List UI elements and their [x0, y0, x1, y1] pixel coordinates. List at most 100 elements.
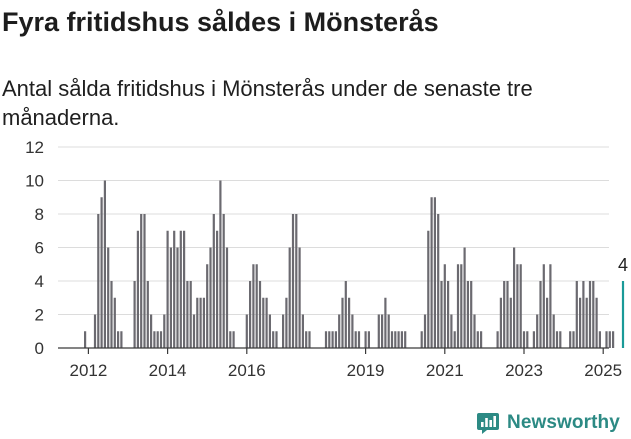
- bar: [572, 331, 575, 348]
- bar: [163, 314, 166, 348]
- x-tick-label: 2019: [347, 361, 385, 380]
- bar: [351, 314, 354, 348]
- bar: [592, 281, 595, 348]
- bar: [394, 331, 397, 348]
- bar: [216, 230, 219, 348]
- bar: [189, 281, 192, 348]
- bar: [103, 180, 106, 348]
- bar: [460, 264, 463, 348]
- bar: [176, 247, 179, 348]
- bar: [575, 281, 578, 348]
- bar: [377, 314, 380, 348]
- x-tick-label: 2012: [69, 361, 107, 380]
- y-tick-label: 2: [35, 306, 44, 325]
- bar: [179, 230, 182, 348]
- bar: [536, 314, 539, 348]
- bar: [476, 331, 479, 348]
- bar: [364, 331, 367, 348]
- bar: [555, 331, 559, 348]
- bar: [285, 297, 288, 348]
- bar: [569, 331, 572, 348]
- bar: [522, 331, 526, 348]
- bar: [506, 281, 509, 348]
- bar: [420, 331, 423, 348]
- bar: [229, 331, 232, 348]
- bar: [186, 281, 189, 348]
- bar: [341, 297, 344, 348]
- bar: [113, 297, 116, 348]
- x-tick-label: 2021: [426, 361, 464, 380]
- bar: [598, 331, 601, 348]
- chart-subtitle: Antal sålda fritidshus i Mönsterås under…: [2, 76, 533, 130]
- bar: [212, 214, 215, 348]
- bar: [295, 214, 298, 348]
- bar: [328, 331, 331, 348]
- bar: [552, 314, 555, 348]
- bar: [298, 247, 301, 348]
- bar: [222, 214, 225, 348]
- brand-name: Newsworthy: [507, 412, 620, 433]
- bar: [579, 297, 582, 348]
- bar: [232, 331, 235, 348]
- bar: [450, 314, 453, 348]
- bar: [470, 281, 473, 348]
- bar: [466, 281, 469, 348]
- bar: [150, 314, 153, 348]
- bar: [390, 331, 394, 348]
- bar: [196, 297, 199, 348]
- bar: [532, 331, 535, 348]
- bar: [225, 247, 229, 348]
- bar: [608, 331, 611, 348]
- bar: [159, 331, 163, 348]
- bar: [516, 264, 519, 348]
- bar: [546, 297, 549, 348]
- bar: [258, 281, 262, 348]
- bar: [437, 214, 440, 348]
- bar: [612, 331, 615, 348]
- bar: [367, 331, 370, 348]
- bar: [110, 281, 113, 348]
- bar: [282, 314, 285, 348]
- newsworthy-brand[interactable]: Newsworthy: [476, 408, 620, 438]
- bar: [423, 314, 427, 348]
- bar: [84, 331, 87, 348]
- bar: [384, 297, 387, 348]
- bar: [209, 247, 212, 348]
- bar: [443, 264, 446, 348]
- bar: [133, 281, 136, 348]
- bar: [245, 314, 248, 348]
- bar: [93, 314, 97, 348]
- bar: [387, 314, 390, 348]
- bar: [120, 331, 123, 348]
- bar: [354, 331, 357, 348]
- bar: [156, 331, 159, 348]
- bar: [206, 264, 209, 348]
- highlight-bar: [621, 281, 625, 348]
- bar: [499, 297, 502, 348]
- bar: [513, 247, 516, 348]
- bar: [331, 331, 334, 348]
- bar: [453, 331, 456, 348]
- bar: [334, 331, 337, 348]
- bar: [526, 331, 529, 348]
- y-tick-label: 10: [25, 172, 44, 191]
- bar: [199, 297, 202, 348]
- bar: [219, 180, 222, 348]
- bar: [262, 297, 265, 348]
- bar: [427, 230, 430, 348]
- bar: [588, 281, 592, 348]
- bar: [595, 297, 598, 348]
- bar: [166, 230, 169, 348]
- bar: [324, 331, 328, 348]
- bar: [100, 197, 103, 348]
- bar: [117, 331, 120, 348]
- bar: [456, 264, 460, 348]
- bar: [275, 331, 278, 348]
- bar: [559, 331, 562, 348]
- bar: [252, 264, 255, 348]
- bar: [268, 314, 271, 348]
- y-tick-label: 12: [25, 138, 44, 157]
- bar: [136, 230, 139, 348]
- bar: [463, 247, 466, 348]
- x-tick-label: 2023: [505, 361, 543, 380]
